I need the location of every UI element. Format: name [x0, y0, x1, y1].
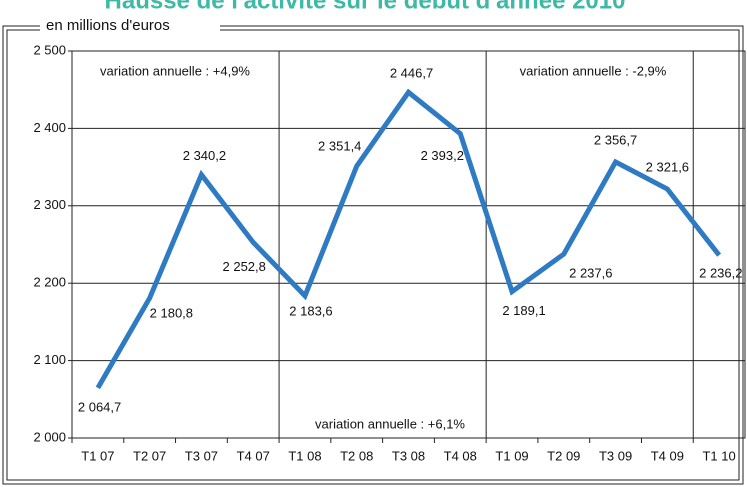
data-label: 2 356,7 [594, 132, 637, 147]
data-label: 2 064,7 [78, 399, 121, 414]
x-tick-label: T4 09 [651, 448, 684, 463]
y-tick-label: 2 200 [33, 275, 66, 290]
y-tick-label: 2 500 [33, 42, 66, 57]
y-tick-label: 2 400 [33, 120, 66, 135]
x-tick-label: T1 07 [81, 448, 114, 463]
data-label: 2 393,2 [421, 148, 464, 163]
chart-subtitle: en millions d'euros [46, 17, 170, 34]
x-tick-label: T2 09 [547, 448, 580, 463]
data-label: 2 340,2 [183, 148, 226, 163]
data-line [95, 88, 722, 390]
x-tick-label: T1 08 [288, 448, 321, 463]
data-label: 2 236,2 [699, 266, 742, 281]
data-label: 2 351,4 [318, 138, 361, 153]
data-label: 2 252,8 [223, 259, 266, 274]
chart-title: Hausse de l'activité sur le début d'anné… [105, 0, 626, 14]
subtitle-bg [40, 18, 220, 34]
annotation: variation annuelle : +4,9% [100, 63, 250, 78]
x-tick-label: T2 08 [340, 448, 373, 463]
y-tick-label: 2 300 [33, 197, 66, 212]
annotation: variation annuelle : +6,1% [315, 416, 465, 431]
data-label: 2 189,1 [502, 303, 545, 318]
annotation: variation annuelle : -2,9% [520, 63, 667, 78]
data-label: 2 237,6 [569, 266, 612, 281]
x-tick-label: T3 07 [185, 448, 218, 463]
x-tick-label: T3 09 [599, 448, 632, 463]
x-tick-label: T1 09 [495, 448, 528, 463]
data-label: 2 446,7 [390, 66, 433, 81]
x-tick-label: T1 10 [702, 448, 735, 463]
y-tick-label: 2 100 [33, 352, 66, 367]
x-tick-label: T4 08 [444, 448, 477, 463]
y-tick-label: 2 000 [33, 429, 66, 444]
frame [2, 25, 744, 485]
data-label: 2 180,8 [150, 305, 193, 320]
x-tick-label: T2 07 [133, 448, 166, 463]
x-tick-label: T3 08 [392, 448, 425, 463]
data-label: 2 321,6 [646, 160, 689, 175]
frame-inner [6, 29, 740, 481]
x-tick-label: T4 07 [237, 448, 270, 463]
data-label: 2 183,6 [289, 303, 332, 318]
